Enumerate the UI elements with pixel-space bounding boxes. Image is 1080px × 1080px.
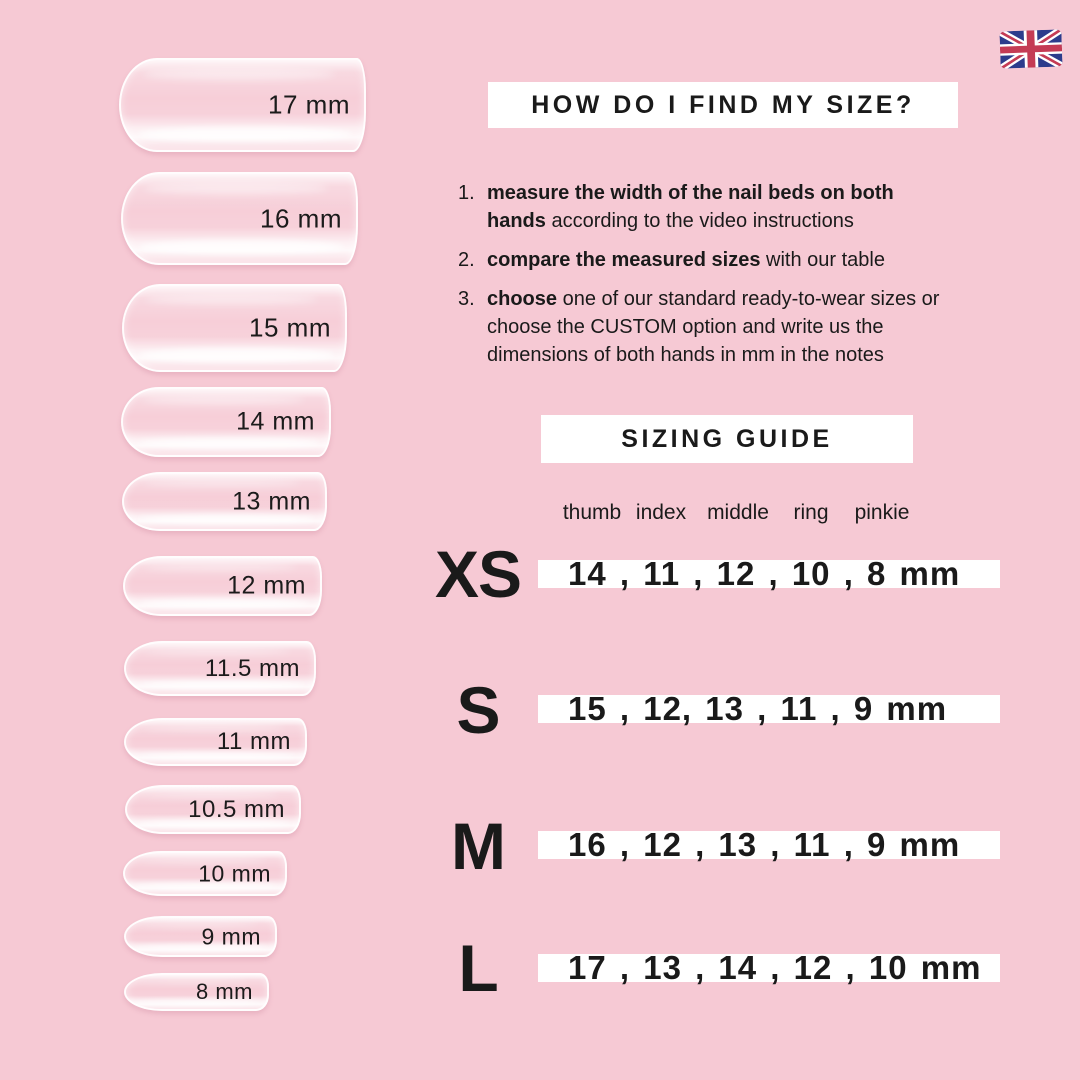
sizing-guide-title: SIZING GUIDE (621, 424, 833, 453)
nail-size-label: 13 mm (232, 487, 311, 515)
nail-tip-illustration: 10 mm (123, 851, 287, 896)
size-label-s: S (456, 673, 500, 747)
nail-size-label: 15 mm (249, 312, 331, 343)
nail-tip-illustration: 11.5 mm (124, 641, 316, 696)
size-values-strip-xs: 14 , 11 , 12 , 10 , 8 mm (538, 555, 1000, 592)
column-header-ring: ring (793, 501, 829, 524)
instruction-step-3: 3. choose one of our standard ready-to-w… (458, 285, 1018, 369)
nail-size-label: 12 mm (227, 571, 306, 600)
size-values-m: 16 , 12 , 13 , 11 , 9 mm (568, 826, 961, 863)
step-text: measure the width of the nail beds on bo… (487, 179, 957, 235)
nail-size-label: 9 mm (201, 923, 261, 949)
column-header-middle: middle (707, 501, 769, 524)
size-label-l: L (458, 931, 498, 1005)
size-values-xs: 14 , 11 , 12 , 10 , 8 mm (568, 555, 961, 592)
nail-tip-illustration: 9 mm (124, 916, 277, 957)
step-bold-text: choose (487, 288, 558, 310)
step-regular-text: with our table (760, 249, 885, 271)
nail-tip-illustration: 17 mm (119, 58, 366, 152)
how-to-title-box: HOW DO I FIND MY SIZE? (488, 82, 958, 128)
sizing-guide-title-box: SIZING GUIDE (541, 415, 913, 463)
nail-size-label: 11.5 mm (204, 654, 300, 682)
nail-tip-illustration: 14 mm (121, 387, 331, 457)
step-regular-text: one of our standard ready-to-wear sizes … (487, 288, 940, 366)
nail-size-label: 10.5 mm (188, 795, 285, 823)
size-label-m: M (451, 809, 506, 883)
step-text: choose one of our standard ready-to-wear… (487, 285, 957, 369)
nail-tip-illustration: 16 mm (121, 172, 358, 265)
instructions-list: 1. measure the width of the nail beds on… (458, 179, 1018, 380)
step-bold-text: measure the width of the nail beds on bo… (487, 182, 894, 232)
instruction-step-1: 1. measure the width of the nail beds on… (458, 179, 1018, 235)
nail-size-label: 17 mm (268, 89, 350, 120)
step-number: 1. (458, 182, 475, 204)
nail-size-label: 11 mm (216, 728, 291, 755)
step-regular-text: according to the video instructions (545, 210, 854, 232)
size-values-strip-s: 15 , 12, 13 , 11 , 9 mm (538, 690, 1000, 727)
size-values-strip-m: 16 , 12 , 13 , 11 , 9 mm (538, 826, 1000, 863)
size-values-l: 17 , 13 , 14 , 12 , 10 mm (568, 949, 982, 986)
size-values-s: 15 , 12, 13 , 11 , 9 mm (568, 690, 948, 727)
step-bold-text: compare the measured sizes (487, 249, 761, 271)
instruction-step-2: 2. compare the measured sizes with our t… (458, 246, 1018, 274)
nail-size-label: 14 mm (236, 407, 315, 436)
nail-size-label: 8 mm (196, 979, 253, 1004)
step-number: 2. (458, 249, 475, 271)
nail-tip-illustration: 8 mm (124, 973, 269, 1011)
nail-tip-illustration: 12 mm (123, 556, 322, 616)
column-header-thumb: thumb (562, 501, 622, 524)
size-label-xs: XS (434, 537, 522, 611)
step-text: compare the measured sizes with our tabl… (487, 246, 957, 274)
column-header-index: index (635, 501, 687, 524)
nail-size-label: 16 mm (260, 203, 342, 233)
column-header-pinkie: pinkie (854, 501, 910, 524)
nail-size-label: 10 mm (198, 860, 271, 886)
nail-tip-illustration: 15 mm (122, 284, 347, 372)
nail-tip-illustration: 13 mm (122, 472, 327, 531)
nail-tip-illustration: 10.5 mm (125, 785, 301, 834)
size-values-strip-l: 17 , 13 , 14 , 12 , 10 mm (538, 949, 1000, 986)
finger-column-headers: thumb index middle ring pinkie (538, 501, 1000, 525)
how-to-title: HOW DO I FIND MY SIZE? (531, 90, 915, 119)
uk-flag-icon (999, 29, 1063, 69)
step-number: 3. (458, 288, 475, 310)
nail-tip-illustration: 11 mm (124, 718, 307, 766)
